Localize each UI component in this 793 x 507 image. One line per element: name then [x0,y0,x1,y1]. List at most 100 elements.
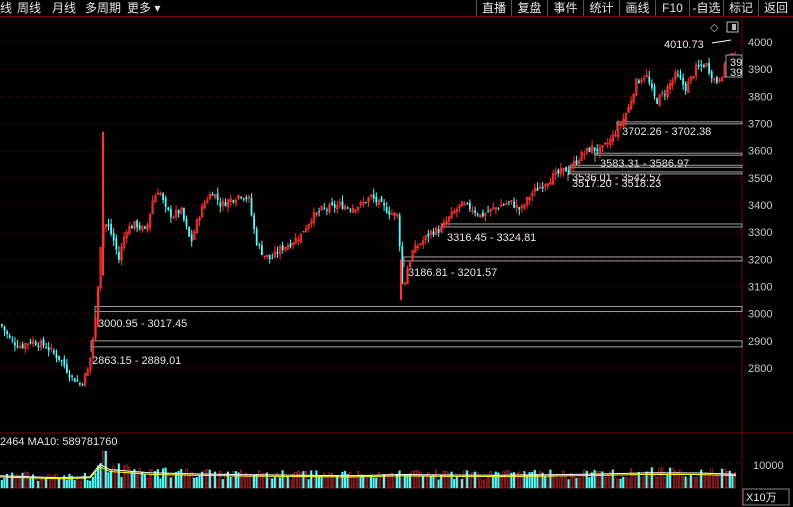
candle-body [265,254,269,257]
candle-body [138,225,141,229]
tab-4[interactable]: 更多 ▾ [127,1,161,15]
candle-body [624,113,628,122]
high-pointer [711,39,732,44]
candle-body [705,63,708,66]
volume-bar [73,479,76,489]
candle-body [338,202,342,205]
volume-bar [492,475,495,489]
candle-body [346,207,349,209]
volume-bar [728,470,731,489]
candle-body [216,193,219,201]
volume-bar [445,471,448,489]
toolbar-button-8[interactable]: 返回 [758,0,793,16]
candle-body [474,210,476,214]
volume-bar [68,473,71,489]
gap-box [94,305,743,312]
candle-body [278,246,282,255]
volume-bar [180,469,183,489]
candle-body [83,373,87,387]
volume-bar [463,469,466,489]
candle-body [596,149,599,152]
volume-bars [0,451,737,489]
candle-body [445,221,448,225]
toolbar-button-3[interactable]: 统计 [583,0,619,16]
volume-bar [52,474,55,489]
candle-body [523,204,526,208]
toolbar-button-5[interactable]: F10 [655,0,689,16]
volume-bar [356,471,360,489]
tab-1[interactable]: 周线 [17,1,42,15]
volume-bar [390,472,393,489]
toolbar-button-0[interactable]: 直播 [476,0,511,16]
candle-body [380,197,383,202]
gap-label: 3583.31 - 3586.97 [600,158,689,170]
toolbar-button-1[interactable]: 复盘 [511,0,547,16]
volume-bar [250,474,253,489]
candle-body [463,203,466,206]
toolbar-button-4[interactable]: 画线 [619,0,655,16]
volume-bar [224,473,227,489]
tab-3[interactable]: 多周期 [85,1,122,15]
candle-body [528,196,531,201]
volume-bar [377,472,380,489]
volume-bar [299,472,302,489]
candle-body [429,230,433,235]
volume-bar [642,476,646,489]
candle-body [401,246,404,283]
candle-body [505,203,508,206]
candle-body [544,184,547,187]
volume-bar [281,470,284,489]
tab-0[interactable]: 线 [0,1,13,15]
volume-bar [219,470,222,489]
volume-bar [291,473,295,489]
window-icon[interactable] [726,21,739,33]
candle-body [221,200,225,206]
candle-body [679,74,682,79]
volume-bar [663,477,666,489]
volume-bar [424,475,427,489]
volume-bar [5,473,9,489]
tab-2[interactable]: 月线 [52,1,77,15]
candle-body [664,94,666,96]
candle-body [307,223,310,229]
volume-bar [375,477,378,489]
volume-bar [434,469,438,489]
volume-bar [234,471,237,489]
volume-bar [11,472,14,489]
candle-body [359,202,362,206]
volume-bar [694,477,698,489]
candle-body [616,124,620,137]
candle-body [513,201,515,208]
diamond-icon[interactable]: ◇ [710,22,719,34]
candle-body [416,246,420,249]
toolbar-button-7[interactable]: 标记 [723,0,758,16]
candle-body [125,232,128,239]
candle-body [497,208,500,210]
candle-body [91,338,95,358]
toolbar-button-6[interactable]: -自选 [689,0,723,16]
candle-body [614,134,617,137]
candle-body [508,201,510,203]
candle-body [336,205,339,210]
candle-body [253,215,255,229]
volume-bar [164,467,167,489]
volume-bar [81,475,84,489]
volume-bar [37,480,40,489]
volume-bar [198,475,201,489]
volume-bar [341,471,344,489]
candle-body [557,169,560,174]
toolbar-button-2[interactable]: 事件 [547,0,583,16]
candle-body [188,226,190,237]
candle-body [81,384,84,386]
volume-bar [182,473,185,489]
candle-body [110,224,112,234]
candle-body [3,326,6,331]
candle-body [151,200,154,214]
candle-body [289,243,292,248]
candle-body [343,206,347,210]
volume-bar [99,462,102,489]
candle-body [562,168,565,172]
volume-bar [580,477,583,489]
volume-bar [515,472,518,489]
